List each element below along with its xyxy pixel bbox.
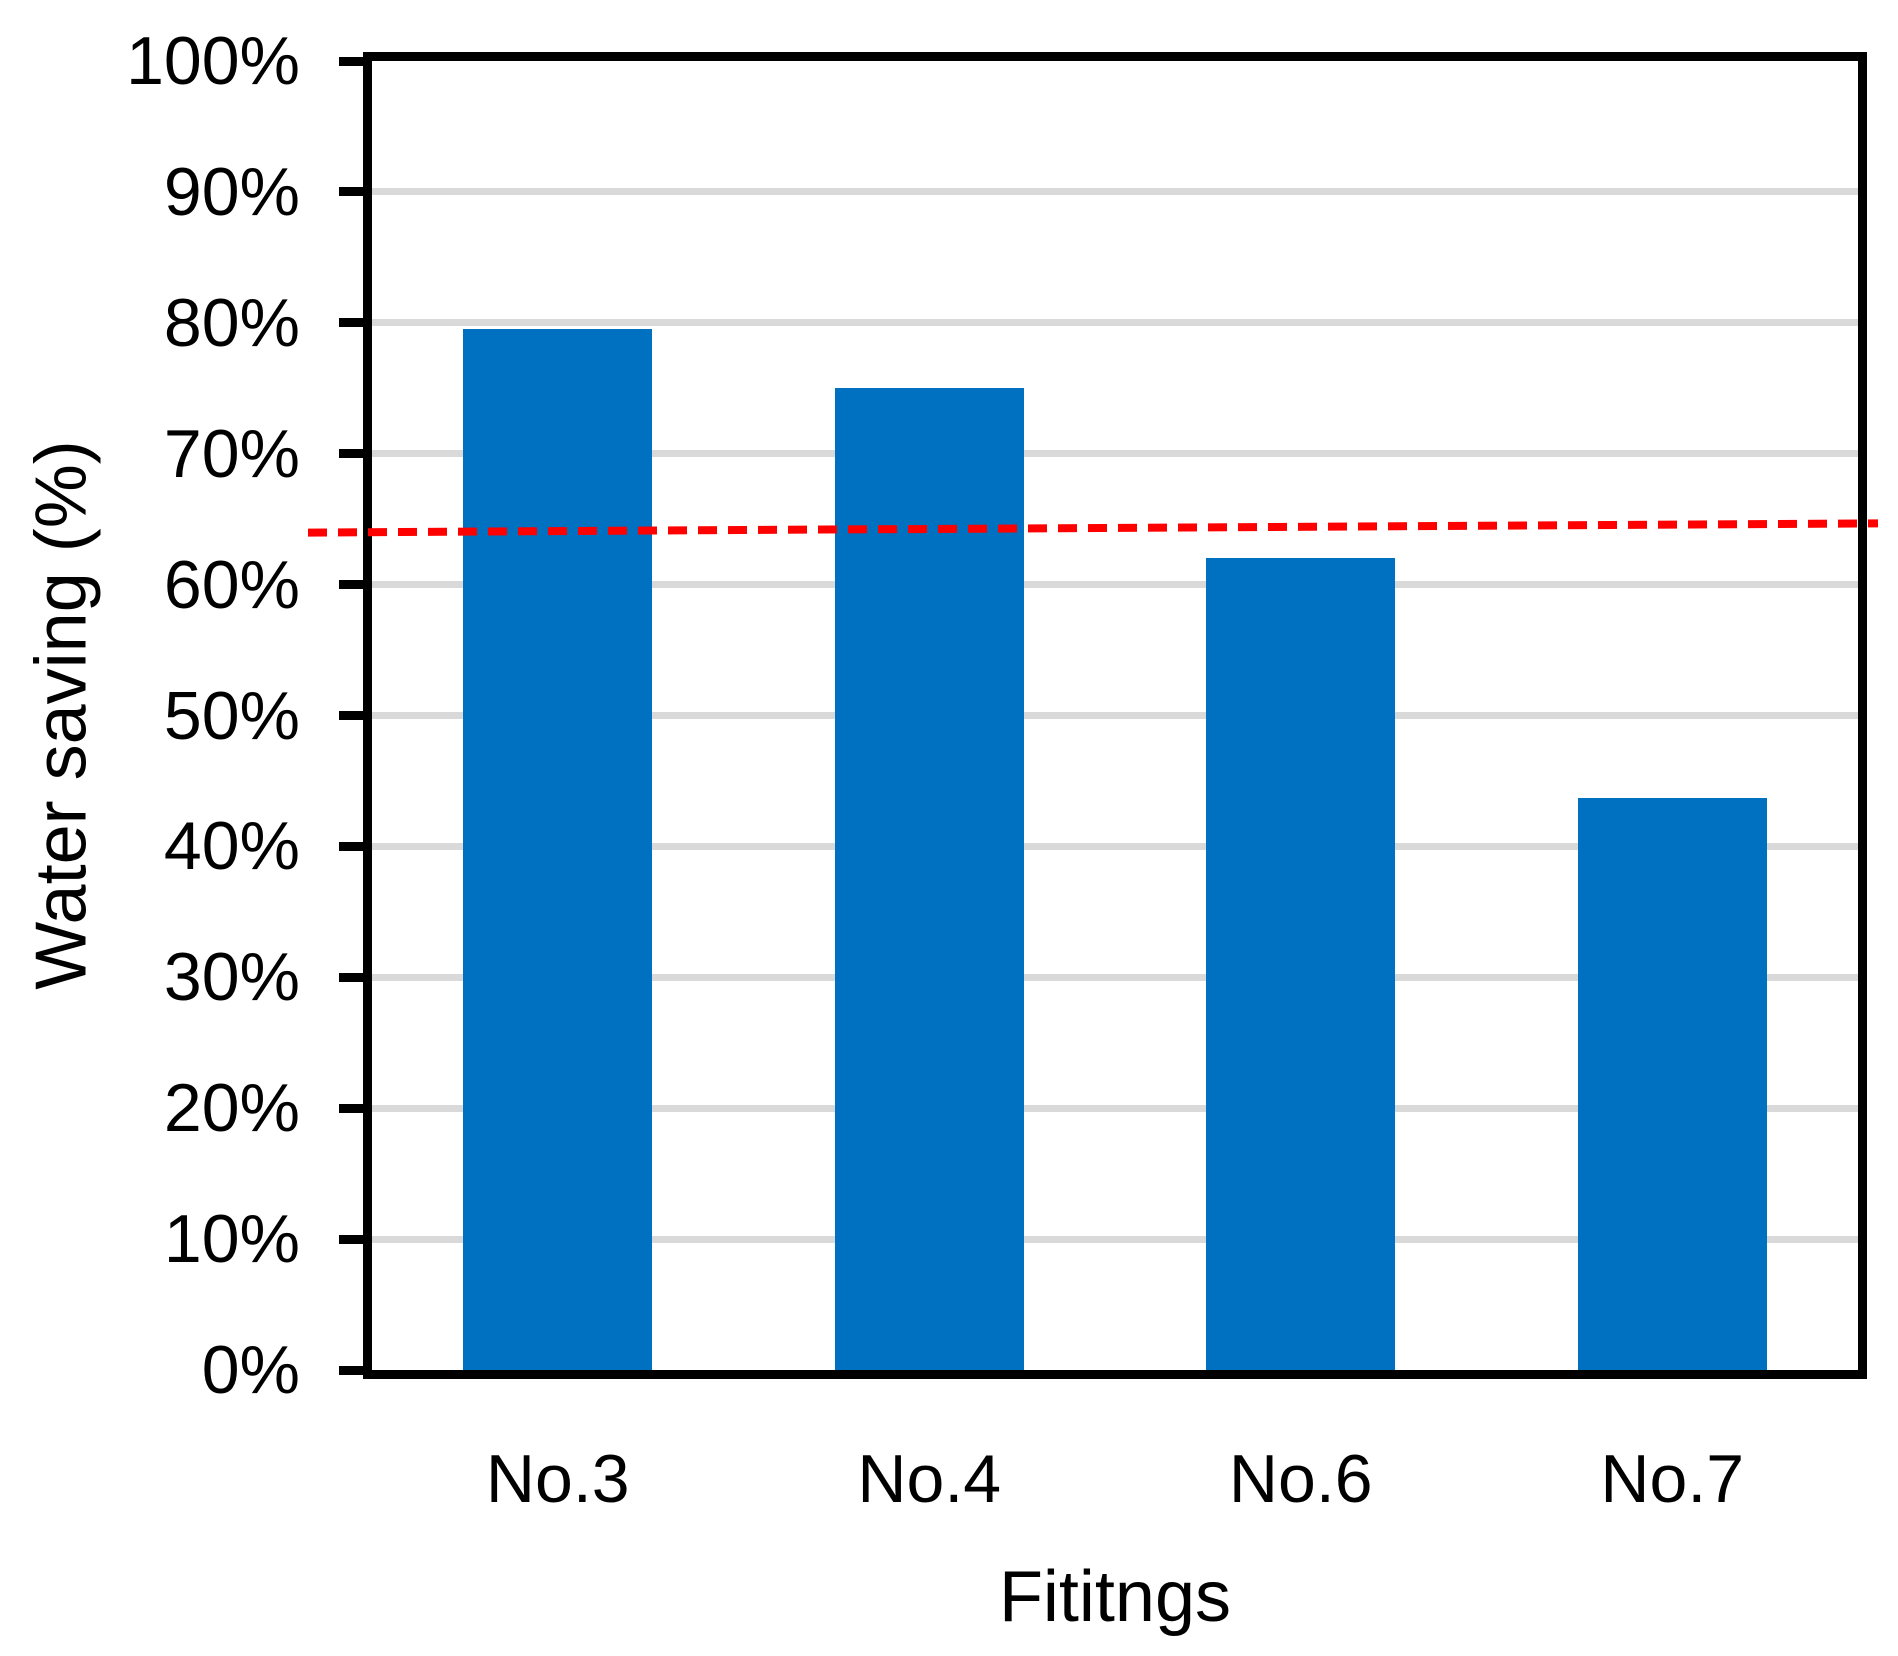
y-tick-label: 30% [163, 939, 300, 1016]
gridline [372, 188, 1858, 196]
y-axis-tick [339, 580, 363, 590]
gridline [372, 712, 1858, 719]
x-category-label: No.6 [1228, 1441, 1373, 1517]
y-axis-tick [339, 711, 363, 720]
y-axis-tick [339, 841, 363, 851]
gridline [372, 1235, 1858, 1243]
y-axis-tick [339, 972, 363, 982]
plot-inner [372, 61, 1858, 1370]
y-tick-label: 20% [163, 1070, 300, 1147]
y-axis-tick [339, 1234, 363, 1244]
bar-no6 [1206, 558, 1396, 1370]
gridline [372, 973, 1858, 981]
bar-no4 [834, 388, 1024, 1370]
gridline [372, 842, 1858, 850]
y-tick-label: 80% [163, 284, 300, 361]
x-category-label: No.3 [485, 1441, 630, 1517]
y-axis-tick [339, 1365, 363, 1375]
x-category-label: No.4 [857, 1441, 1002, 1517]
y-tick-label: 70% [163, 415, 300, 492]
y-tick-label: 0% [201, 1332, 300, 1408]
y-tick-label: 50% [163, 677, 300, 754]
y-axis-tick [339, 318, 363, 328]
gridline [372, 319, 1858, 327]
y-axis-tick [339, 1103, 363, 1113]
x-axis-title: Fititngs [998, 1557, 1232, 1637]
y-tick-label: 60% [163, 546, 300, 623]
y-axis-tick [339, 187, 363, 197]
bar-no3 [463, 329, 653, 1370]
bar-no7 [1577, 797, 1767, 1370]
y-tick-label: 90% [163, 153, 300, 230]
y-tick-label: 10% [163, 1201, 300, 1278]
x-category-label: No.7 [1600, 1441, 1745, 1517]
y-tick-label: 100% [126, 23, 300, 99]
y-axis-tick [339, 56, 363, 66]
y-tick-label: 40% [163, 808, 300, 885]
gridline [372, 1104, 1858, 1112]
plot-area [363, 52, 1867, 1379]
gridline [372, 581, 1858, 589]
gridline [372, 450, 1858, 458]
y-axis-tick [339, 449, 363, 459]
